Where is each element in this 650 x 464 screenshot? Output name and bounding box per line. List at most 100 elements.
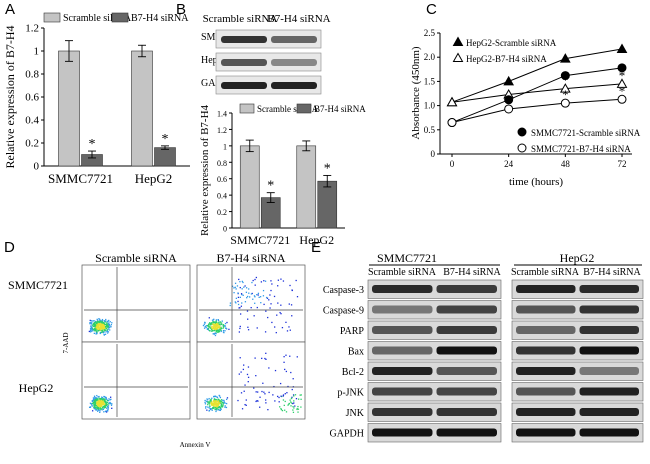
flow-event [103, 398, 105, 400]
flow-event [263, 391, 265, 393]
flow-col-header-1: B7-H4 siRNA [216, 251, 285, 265]
flow-event [101, 325, 104, 328]
flow-event [97, 400, 99, 402]
flow-event [105, 327, 107, 329]
flow-event [296, 408, 298, 410]
flow-event [289, 355, 291, 357]
flow-event [218, 323, 221, 325]
flow-event [104, 405, 106, 407]
flow-event [93, 328, 96, 330]
flow-event [219, 327, 221, 329]
flow-event [99, 328, 101, 330]
flow-event [95, 333, 97, 335]
flow-event [222, 327, 224, 329]
point-c-1-3 [616, 78, 628, 88]
flow-event [210, 398, 212, 401]
flow-event [229, 304, 231, 307]
flow-event [254, 302, 256, 304]
flow-event [93, 408, 96, 410]
blot-e-band-2-1-1 [579, 326, 639, 334]
flow-event [105, 404, 108, 406]
blot-b-band-1-0 [221, 59, 267, 66]
flow-event [270, 303, 272, 305]
flow-event [282, 399, 285, 401]
flow-event [214, 407, 216, 409]
flow-event [102, 408, 105, 411]
flow-event [104, 326, 107, 328]
flow-event [290, 304, 293, 306]
blot-e-strip-4-1 [511, 361, 644, 381]
flow-event [101, 409, 103, 411]
flow-x-label: Annexin V [180, 441, 211, 449]
flow-event [205, 325, 207, 327]
flow-event [243, 286, 245, 288]
flow-event [239, 327, 241, 330]
blot-e-band-1-1-0 [516, 305, 576, 314]
flow-event [99, 400, 101, 403]
flow-event [206, 409, 208, 411]
point-c-2-2 [560, 71, 570, 81]
flow-event [207, 328, 209, 330]
flow-event [104, 402, 107, 404]
flow-event [231, 285, 234, 287]
flow-event [105, 320, 107, 322]
flow-event [218, 330, 221, 333]
flow-event [208, 329, 211, 332]
flow-event [108, 327, 111, 329]
flow-event [239, 281, 241, 283]
flow-event [215, 395, 217, 398]
flow-event [97, 321, 99, 324]
flow-event [219, 408, 222, 410]
flow-event [213, 318, 215, 320]
chart-a-y-label: Relative expression of B7-H4 [3, 26, 17, 169]
series-line-c-2 [451, 67, 623, 124]
flow-event [216, 405, 219, 407]
flow-event [242, 294, 244, 296]
flow-event [224, 405, 226, 407]
flow-event [211, 329, 213, 331]
blot-e-band-4-1-0 [516, 367, 576, 375]
flow-event [257, 400, 259, 402]
flow-event [101, 398, 103, 400]
flow-event [297, 408, 300, 410]
flow-event [109, 321, 111, 323]
flow-event [98, 395, 100, 398]
chart-c-x-tick-label: 0 [450, 159, 455, 169]
flow-event [216, 396, 219, 399]
flow-event [97, 329, 99, 331]
blot-e-band-0-1-1 [579, 285, 639, 293]
flow-event [247, 318, 249, 320]
flow-event [216, 328, 218, 330]
flow-event [99, 407, 101, 409]
flow-event [223, 401, 225, 403]
flow-event [104, 406, 106, 409]
flow-event [89, 327, 92, 329]
blot-e-subheader-3: B7-H4 siRNA [583, 267, 641, 278]
point-c-3-0 [447, 118, 457, 128]
flow-event [218, 327, 220, 329]
flow-event [106, 323, 109, 325]
flow-event [104, 403, 107, 406]
flow-event [238, 331, 241, 333]
chart-c-x-tick-label: 48 [561, 159, 571, 169]
flow-event [216, 327, 219, 329]
flow-event [212, 399, 215, 402]
flow-event [255, 374, 257, 377]
flow-event [203, 327, 206, 329]
flow-event [214, 328, 216, 330]
flow-event [101, 329, 103, 331]
flow-event [101, 318, 104, 321]
flow-event [214, 334, 217, 337]
flow-event [212, 400, 214, 403]
flow-event [90, 326, 93, 328]
flow-event [222, 324, 224, 326]
flow-event [215, 408, 217, 411]
flow-event [95, 401, 98, 403]
flow-event [292, 402, 294, 405]
flow-event [101, 401, 103, 404]
flow-event [107, 407, 109, 409]
blot-e-band-7-0-0 [372, 428, 433, 437]
flow-event [260, 281, 263, 283]
flow-event [222, 403, 224, 405]
flow-event [256, 294, 258, 296]
